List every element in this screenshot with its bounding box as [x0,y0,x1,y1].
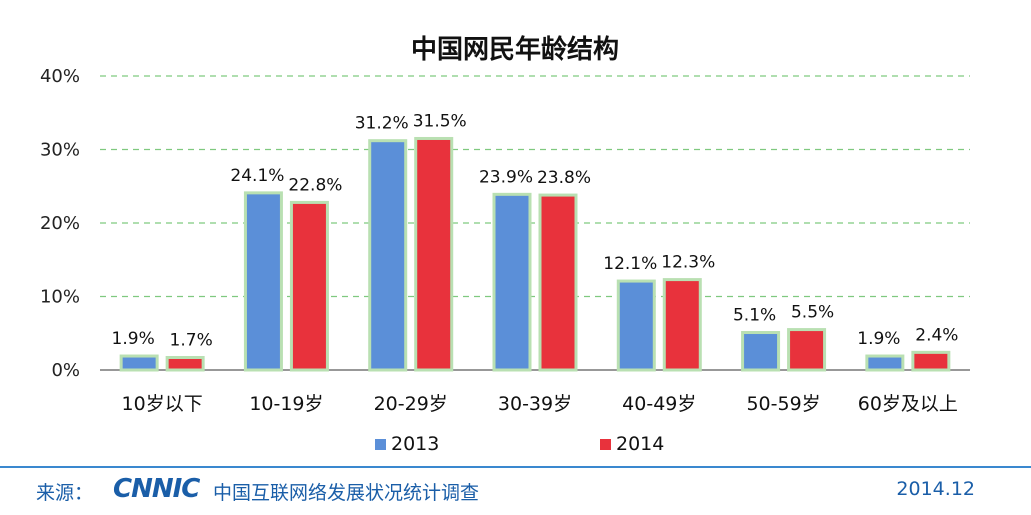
y-tick-label: 40% [40,66,80,87]
data-label: 23.8% [537,168,591,188]
y-tick-label: 30% [40,140,80,161]
data-label: 5.1% [733,306,776,326]
legend-label: 2014 [616,433,664,455]
report-date: 2014.12 [896,478,975,500]
data-label: 1.9% [857,329,900,349]
data-label: 23.9% [479,167,533,187]
footer: 来源： CNNIC 中国互联网络发展状况统计调查 2014.12 [0,466,1031,515]
data-label: 24.1% [230,166,284,186]
legend: 2013 2014 [375,433,664,455]
x-tick-label: 30-39岁 [498,393,572,415]
cnnic-logo: CNNIC [113,474,200,504]
x-tick-label: 40-49岁 [622,393,696,415]
data-label: 5.5% [791,303,834,323]
bar-2014 [787,328,827,372]
data-label: 12.1% [603,254,657,274]
data-label: 2.4% [915,325,958,345]
legend-label: 2013 [391,433,439,455]
bar-2013 [616,279,656,372]
x-tick-label: 60岁及以上 [858,393,958,415]
data-label: 12.3% [661,253,715,273]
bar-2013 [741,331,781,372]
grid-lines [100,75,970,298]
data-label: 31.5% [413,111,467,131]
data-labels: 1.9% 1.7% 24.1% 22.8% 31.2% 31.5% 23.9% 23.8% 12… [112,111,959,350]
bar-chart: 中国网民年龄结构 0% 10% 20% 30% 40% 1.9% 1.7% 24.1% 22.… [40,34,970,455]
x-tick-label: 20-29岁 [374,393,448,415]
x-tick-label: 10岁以下 [122,393,203,415]
y-tick-label: 10% [40,287,80,308]
y-tick-label: 20% [40,213,80,234]
bar-2014 [414,136,454,372]
bar-2013 [865,354,905,372]
x-tick-label: 50-59岁 [746,393,820,415]
data-label: 22.8% [288,175,342,195]
bars [119,136,951,372]
x-axis: 10岁以下 10-19岁 20-29岁 30-39岁 40-49岁 50-59岁 60岁及以… [122,393,958,415]
data-label: 1.9% [112,329,155,349]
x-tick-label: 10-19岁 [249,393,323,415]
bar-2013 [243,191,283,372]
bar-2014 [662,278,702,372]
data-label: 1.7% [170,331,213,351]
bar-2014 [538,193,578,372]
legend-swatch [600,439,611,450]
bar-2013 [368,139,408,372]
bar-2014 [289,200,329,372]
bar-2014 [911,350,951,372]
bar-2013 [492,192,532,372]
bar-2013 [119,354,159,372]
survey-name: 中国互联网络发展状况统计调查 [213,482,480,504]
source-label: 来源： [36,482,94,504]
legend-swatch [375,439,386,450]
bar-2014 [165,356,205,372]
data-label: 31.2% [355,114,409,134]
y-tick-label: 0% [51,360,80,381]
chart-title: 中国网民年龄结构 [411,34,619,65]
